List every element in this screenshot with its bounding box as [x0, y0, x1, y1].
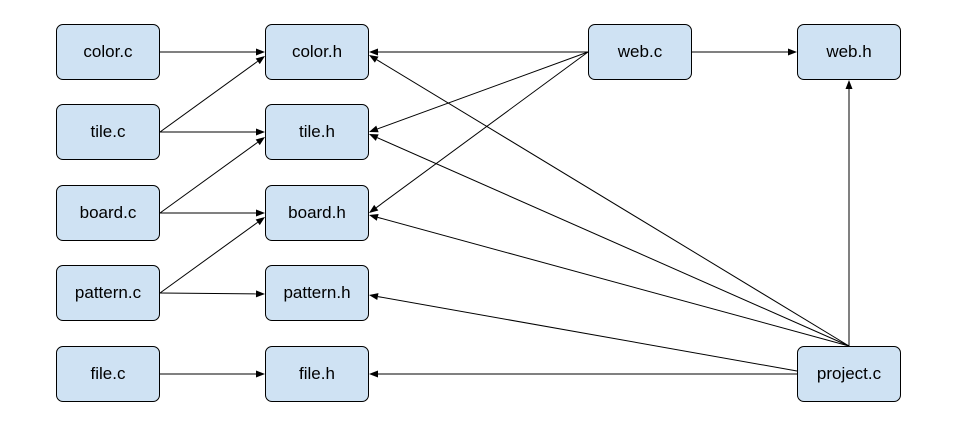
edge-project-c-to-tile-h: [369, 134, 850, 347]
arrowhead-icon: [845, 80, 853, 89]
edge-board-c-to-board-h: [160, 209, 265, 217]
arrowhead-icon: [256, 128, 265, 136]
edge-tile-c-to-color-h: [159, 56, 265, 133]
node-project-c: project.c: [797, 346, 901, 402]
edge-project-c-to-file-h: [369, 370, 797, 378]
node-web-c: web.c: [588, 24, 692, 80]
edge-web-c-to-board-h: [369, 51, 589, 213]
edge-project-c-to-web-h: [845, 80, 853, 346]
arrowhead-icon: [255, 217, 265, 226]
edge-line: [377, 216, 850, 347]
edge-web-c-to-tile-h: [369, 51, 589, 133]
node-file-c: file.c: [56, 346, 160, 402]
node-tile-c: tile.c: [56, 104, 160, 160]
arrowhead-icon: [369, 48, 378, 56]
edge-tile-c-to-tile-h: [160, 128, 265, 136]
edge-project-c-to-pattern-h: [369, 293, 798, 372]
arrowhead-icon: [369, 134, 379, 141]
node-color-c: color.c: [56, 24, 160, 80]
arrowhead-icon: [369, 213, 379, 221]
arrowhead-icon: [255, 137, 265, 146]
edge-web-c-to-web-h: [692, 48, 797, 56]
edge-line: [377, 137, 850, 347]
node-pattern-c: pattern.c: [56, 265, 160, 321]
node-board-h: board.h: [265, 185, 369, 241]
edge-line: [377, 296, 798, 372]
edge-line: [376, 59, 850, 347]
node-web-h: web.h: [797, 24, 901, 80]
arrowhead-icon: [369, 370, 378, 378]
node-file-h: file.h: [265, 346, 369, 402]
edge-line: [377, 51, 589, 130]
edge-line: [375, 51, 589, 209]
edge-line: [159, 221, 259, 294]
edge-board-c-to-tile-h: [159, 137, 265, 214]
edge-project-c-to-color-h: [369, 55, 850, 347]
arrowhead-icon: [369, 293, 379, 301]
node-tile-h: tile.h: [265, 104, 369, 160]
arrowhead-icon: [788, 48, 797, 56]
edge-color-c-to-color-h: [160, 48, 265, 56]
edge-project-c-to-board-h: [369, 213, 850, 347]
arrowhead-icon: [256, 209, 265, 217]
arrowhead-icon: [255, 290, 265, 298]
arrowhead-icon: [255, 56, 265, 65]
edge-file-c-to-file-h: [160, 370, 265, 378]
edge-pattern-c-to-board-h: [159, 217, 265, 294]
arrowhead-icon: [256, 370, 265, 378]
arrowhead-icon: [369, 204, 379, 213]
arrowhead-icon: [256, 48, 265, 56]
edge-line: [159, 292, 257, 295]
edge-line: [159, 60, 259, 133]
node-color-h: color.h: [265, 24, 369, 80]
edge-web-c-to-color-h: [369, 48, 588, 56]
edge-pattern-c-to-pattern-h: [159, 290, 265, 298]
arrowhead-icon: [369, 125, 379, 133]
node-board-c: board.c: [56, 185, 160, 241]
node-pattern-h: pattern.h: [265, 265, 369, 321]
arrowhead-icon: [369, 55, 379, 63]
edge-line: [159, 141, 259, 214]
